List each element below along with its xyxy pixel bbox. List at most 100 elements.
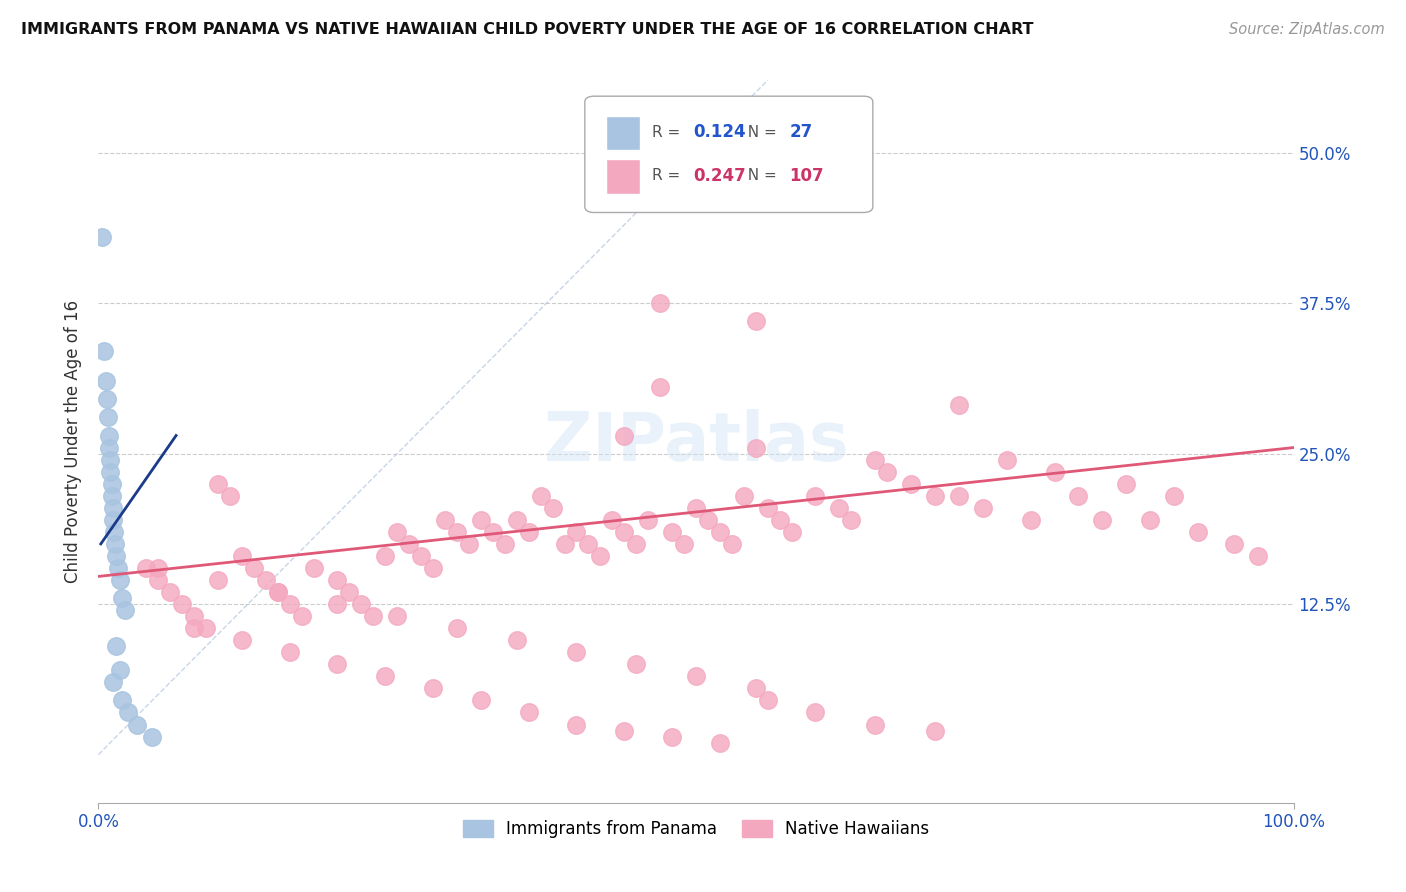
Point (506, 513, 529, 527)
Point (94, 375, 117, 389)
Point (108, 664, 131, 678)
Point (114, 603, 136, 617)
Point (385, 524, 409, 539)
Point (1091, 513, 1114, 527)
Point (948, 398, 970, 412)
Point (626, 537, 648, 551)
Point (948, 489, 970, 503)
Point (685, 669, 707, 683)
Point (363, 609, 385, 624)
Point (411, 549, 433, 563)
Point (673, 537, 696, 551)
Text: ZIPatlas: ZIPatlas (544, 409, 848, 475)
Point (865, 452, 887, 467)
Point (105, 639, 128, 653)
Point (422, 681, 444, 696)
Point (326, 573, 349, 587)
Point (517, 524, 540, 539)
Point (135, 561, 157, 575)
Point (91, 230, 114, 244)
Point (900, 476, 922, 491)
Point (589, 549, 612, 563)
Text: 27: 27 (789, 123, 813, 141)
Text: R =: R = (652, 125, 685, 140)
Text: N =: N = (738, 125, 782, 140)
Point (554, 537, 576, 551)
Point (828, 500, 851, 515)
Point (1223, 537, 1246, 551)
Point (1139, 513, 1161, 527)
Point (876, 465, 898, 479)
Point (1019, 513, 1042, 527)
FancyBboxPatch shape (585, 96, 873, 212)
Text: 0.247: 0.247 (693, 167, 747, 185)
Point (648, 380, 672, 394)
Point (995, 452, 1018, 467)
Point (578, 537, 600, 551)
Point (768, 513, 790, 527)
Point (685, 500, 707, 515)
Point (302, 561, 325, 575)
Point (326, 657, 349, 672)
Text: IMMIGRANTS FROM PANAMA VS NATIVE HAWAIIAN CHILD POVERTY UNDER THE AGE OF 16 CORR: IMMIGRANTS FROM PANAMA VS NATIVE HAWAIIA… (21, 22, 1033, 37)
Point (100, 476, 122, 491)
Point (780, 524, 803, 539)
Point (195, 621, 218, 635)
Point (254, 573, 277, 587)
Point (148, 573, 170, 587)
Point (374, 669, 396, 683)
Point (101, 500, 124, 515)
Point (434, 513, 457, 527)
Point (108, 573, 131, 587)
Point (183, 609, 205, 624)
Point (350, 597, 373, 611)
Text: R =: R = (652, 169, 685, 183)
Point (398, 537, 420, 551)
Point (339, 585, 361, 599)
Point (98, 441, 121, 455)
Point (267, 585, 290, 599)
Point (93, 344, 115, 359)
Point (101, 513, 124, 527)
Point (207, 573, 229, 587)
Text: N =: N = (738, 169, 782, 183)
Point (1247, 549, 1270, 563)
Point (267, 585, 290, 599)
Point (661, 730, 683, 744)
Point (1043, 465, 1066, 479)
Point (565, 645, 588, 659)
Point (172, 597, 194, 611)
Point (1067, 489, 1090, 503)
Point (1163, 489, 1185, 503)
Point (231, 549, 253, 563)
Point (278, 645, 301, 659)
Point (446, 524, 468, 539)
Text: Source: ZipAtlas.com: Source: ZipAtlas.com (1229, 22, 1385, 37)
Point (422, 561, 444, 575)
Point (517, 706, 540, 720)
Point (278, 597, 301, 611)
Point (207, 476, 229, 491)
Point (541, 500, 564, 515)
Point (97, 410, 120, 425)
Point (481, 524, 505, 539)
Point (506, 633, 529, 648)
Point (183, 621, 205, 635)
Point (733, 489, 755, 503)
Point (231, 633, 253, 648)
Point (104, 537, 127, 551)
Point (924, 489, 946, 503)
Point (103, 524, 125, 539)
Point (697, 513, 720, 527)
Point (745, 441, 768, 455)
Point (709, 735, 731, 749)
Point (98, 452, 122, 467)
Point (530, 489, 553, 503)
Point (98, 428, 121, 442)
Y-axis label: Child Poverty Under the Age of 16: Child Poverty Under the Age of 16 (65, 300, 83, 583)
Point (972, 500, 994, 515)
Point (141, 730, 163, 744)
Point (148, 561, 170, 575)
Point (326, 597, 349, 611)
Point (637, 513, 659, 527)
